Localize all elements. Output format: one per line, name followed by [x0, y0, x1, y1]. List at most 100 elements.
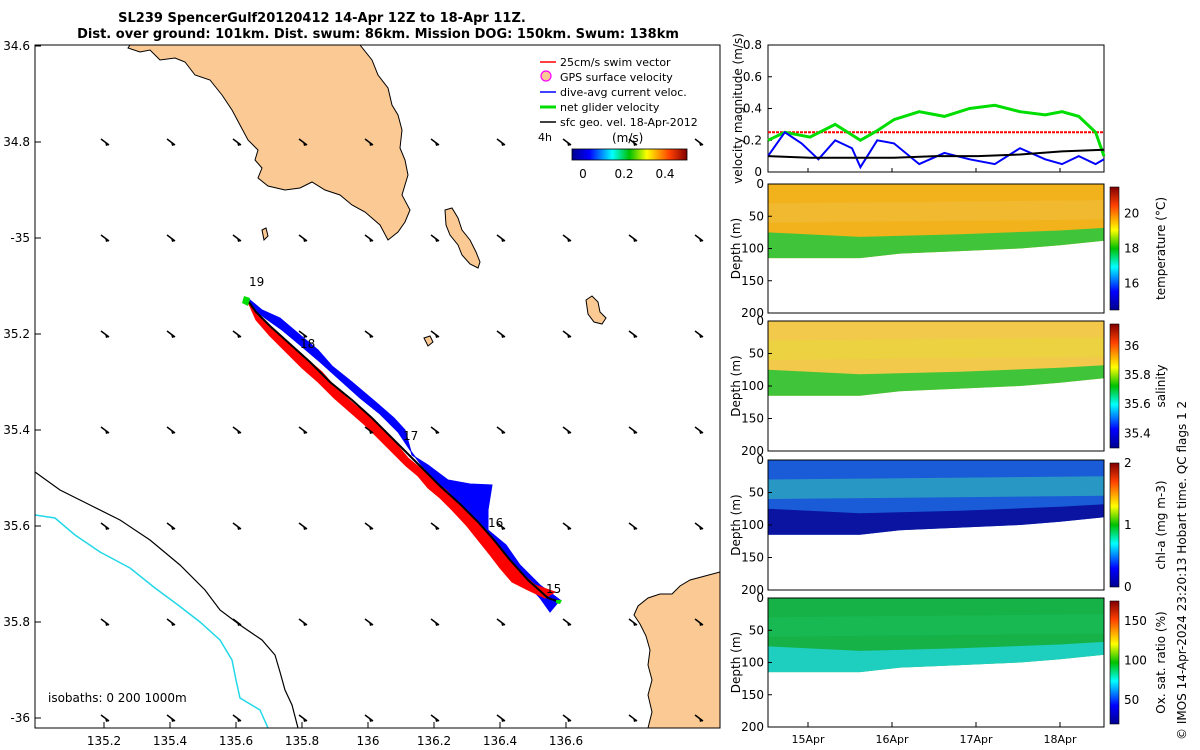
- sfc-geo-arrow: [364, 234, 374, 242]
- map-xtick-label: 135.6: [219, 734, 253, 748]
- section-colorbar: [1109, 600, 1120, 725]
- section-deep-layer: [768, 365, 1104, 396]
- sfc-geo-velocity-arrows: [100, 138, 704, 722]
- credit-text: © IMOS 14-Apr-2024 23:20:13 Hobart time.…: [1175, 401, 1189, 740]
- colorbar-unit: (m/s): [612, 131, 643, 145]
- section-colorbar-tick: 35.6: [1124, 397, 1151, 411]
- day-marker-17: 17: [403, 429, 418, 443]
- sfc-geo-arrow: [232, 426, 242, 434]
- sfc-geo-arrow: [364, 618, 374, 626]
- sfc-geo-arrow: [694, 234, 704, 242]
- arrow-head: [303, 622, 307, 626]
- arrow-head: [369, 430, 373, 434]
- section-deep-layer: [768, 641, 1104, 673]
- sfc-geo-arrow: [628, 330, 638, 338]
- section-colorbar-tick: 1: [1124, 518, 1132, 532]
- land-island-1: [444, 207, 481, 269]
- section-ylabel: Depth (m): [729, 494, 743, 555]
- colorbar-tick-2: 0.4: [655, 167, 674, 181]
- arrow-head: [699, 526, 703, 530]
- arrow-head: [237, 718, 241, 722]
- sfc-geo-arrow: [562, 138, 572, 146]
- sfc-geo-arrow: [232, 714, 242, 722]
- sfc-geo-arrow: [364, 330, 374, 338]
- arrow-head: [435, 238, 439, 242]
- section-colorbar: [1109, 186, 1120, 311]
- arrow-head: [501, 430, 505, 434]
- sfc-geo-arrow: [430, 234, 440, 242]
- colorbar-tick-1: 0.2: [614, 167, 633, 181]
- section-ytick-label: 200: [741, 720, 764, 734]
- arrow-head: [435, 526, 439, 530]
- arrow-head: [567, 430, 571, 434]
- sfc-geo-arrow: [298, 330, 308, 338]
- arrow-head: [369, 334, 373, 338]
- velocity-ytick-label: 0.8: [743, 38, 762, 52]
- day-marker-16: 16: [488, 516, 503, 530]
- section-colorbar-tick: 35.4: [1124, 426, 1151, 440]
- arrow-head: [303, 238, 307, 242]
- velocity-ylabel: velocity magnitude (m/s): [731, 33, 745, 184]
- arrow-head: [171, 526, 175, 530]
- sfc-geo-arrow: [562, 618, 572, 626]
- arrow-head: [303, 430, 307, 434]
- sfc-geo-arrow: [496, 138, 506, 146]
- section-ytick-label: 0: [756, 591, 764, 605]
- sfc-geo-arrow: [628, 522, 638, 530]
- section-colorbar-tick: 2: [1124, 456, 1132, 470]
- title-line-2: Dist. over ground: 101km. Dist. swum: 86…: [77, 27, 679, 42]
- map-ytick-label: 35.8: [3, 615, 30, 629]
- velocity-axes: [767, 44, 1105, 173]
- section-panel: 0 50 100 150 200 Depth (m) 2 1 0 chl-a (mg m-3): [729, 453, 1168, 597]
- section-ytick-label: 50: [749, 486, 764, 500]
- map-xtick-label: 135.8: [285, 734, 319, 748]
- map-xtick-label: 135.4: [153, 734, 187, 748]
- arrow-head: [699, 718, 703, 722]
- sfc-geo-arrow: [100, 234, 110, 242]
- arrow-head: [633, 718, 637, 722]
- sfc-geo-arrow: [694, 138, 704, 146]
- arrow-head: [567, 526, 571, 530]
- map-ytick-label: 34.6: [3, 39, 30, 53]
- section-colorbar: [1109, 462, 1120, 588]
- sfc-geo-arrow: [562, 714, 572, 722]
- arrow-head: [171, 430, 175, 434]
- sfc-geo-arrow: [100, 138, 110, 146]
- land-island-2: [585, 295, 607, 325]
- section-ylabel: Depth (m): [729, 218, 743, 279]
- map-xtick-label: 136.2: [417, 734, 451, 748]
- section-ytick-label: 100: [741, 518, 764, 532]
- sfc-geo-arrow: [232, 138, 242, 146]
- map-ytick-label: 34.8: [3, 135, 30, 149]
- sfc-geo-arrow: [496, 426, 506, 434]
- arrow-head: [105, 238, 109, 242]
- map-colorbar: [571, 148, 688, 161]
- sfc-geo-arrow: [100, 426, 110, 434]
- section-colorbar-tick: 18: [1124, 242, 1139, 256]
- arrow-head: [105, 622, 109, 626]
- net-velocity-marker: [242, 296, 250, 306]
- sfc-geo-arrow: [628, 138, 638, 146]
- sfc-geo-arrow: [232, 522, 242, 530]
- arrow-head: [567, 718, 571, 722]
- sfc-geo-arrow: [628, 426, 638, 434]
- arrow-head: [237, 334, 241, 338]
- section-colorbar: [1109, 323, 1120, 449]
- arrow-head: [633, 238, 637, 242]
- section-ylabel: Depth (m): [729, 355, 743, 416]
- section-colorbar-tick: 36: [1124, 339, 1139, 353]
- sfc-geo-arrow: [694, 522, 704, 530]
- land-island-4: [261, 227, 269, 242]
- sfc-geo-arrow: [628, 234, 638, 242]
- isobath-200m: [35, 471, 299, 728]
- section-ytick-label: 0: [756, 453, 764, 467]
- arrow-head: [237, 238, 241, 242]
- map-frame: [34, 44, 721, 729]
- sfc-geo-arrow: [298, 618, 308, 626]
- section-ytick-label: 50: [749, 209, 764, 223]
- legend-gps-label: GPS surface velocity: [560, 71, 673, 84]
- arrow-head: [171, 142, 175, 146]
- arrow-head: [237, 142, 241, 146]
- sfc-geo-arrow: [364, 426, 374, 434]
- arrow-head: [567, 334, 571, 338]
